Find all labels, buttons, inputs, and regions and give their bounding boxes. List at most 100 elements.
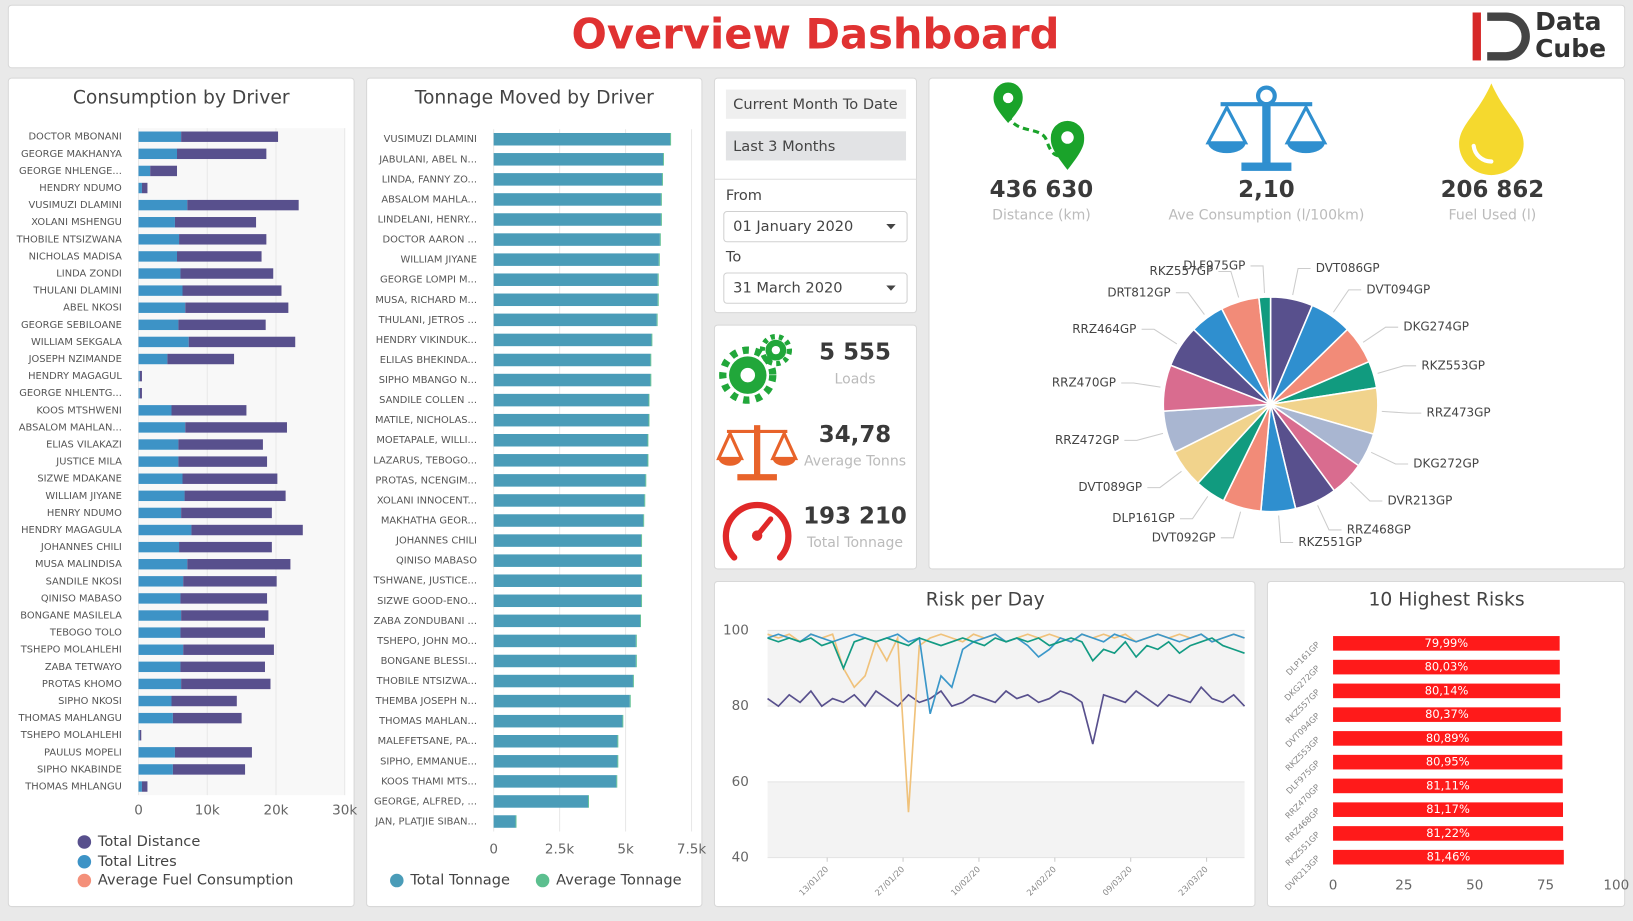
x-tick-label: 10k xyxy=(195,803,220,819)
kpi-label: Distance (km) xyxy=(992,208,1091,224)
bar xyxy=(179,234,266,244)
bar xyxy=(172,405,247,415)
slice-label: DVT092GP xyxy=(1152,530,1216,544)
category-label: ELILAS BHEKINDA... xyxy=(380,355,477,366)
category-label: SIPHO MBANGO N... xyxy=(379,375,477,386)
gear-hole xyxy=(772,346,780,354)
category-label: ZABA ZONDUBANI ... xyxy=(374,616,477,627)
bar xyxy=(180,662,265,672)
category-label: SIPHO, EMMANUE... xyxy=(380,756,477,767)
bar xyxy=(494,233,660,246)
x-tick-label: 75 xyxy=(1537,878,1554,894)
bar xyxy=(494,394,649,407)
bar xyxy=(180,268,273,278)
bar xyxy=(181,679,270,689)
bar xyxy=(494,193,661,206)
value-label: 81,46% xyxy=(1427,850,1471,864)
category-label: LINDA, FANNY ZO... xyxy=(382,174,477,185)
bar xyxy=(650,354,651,367)
bar xyxy=(494,434,648,447)
bar xyxy=(181,610,268,620)
bar xyxy=(644,494,645,507)
bar xyxy=(649,394,650,407)
value-label: 79,99% xyxy=(1425,636,1469,650)
bar xyxy=(636,635,637,648)
bar xyxy=(139,320,179,330)
bar xyxy=(662,173,663,186)
category-label: DOCTOR AARON ... xyxy=(383,235,477,246)
category-label: JOSEPH NZIMANDE xyxy=(28,354,122,365)
bar xyxy=(494,474,646,487)
legend-label: Total Litres xyxy=(97,853,177,870)
category-label: XOLANI INNOCENT... xyxy=(377,495,477,506)
value-label: 81,11% xyxy=(1426,778,1470,792)
bar xyxy=(139,166,151,176)
bar xyxy=(139,183,142,193)
bar xyxy=(185,422,287,432)
slice-label: RKZ553GP xyxy=(1421,358,1485,372)
bar xyxy=(139,713,173,723)
bar xyxy=(139,303,186,313)
bar xyxy=(641,554,642,567)
bar xyxy=(139,234,180,244)
category-label: MOETAPALE, WILLI... xyxy=(376,435,477,446)
logo-text: Data xyxy=(1535,7,1601,36)
slice-label: DVT089GP xyxy=(1078,480,1142,494)
bar xyxy=(139,576,184,586)
date-select[interactable]: 01 January 2020 xyxy=(724,212,907,242)
select-value[interactable]: 01 January 2020 xyxy=(733,218,853,235)
bar xyxy=(180,593,267,603)
preset-button[interactable]: Current Month To Date xyxy=(726,90,906,119)
value-label: 80,14% xyxy=(1425,683,1469,697)
panel-title: Tonnage Moved by Driver xyxy=(414,87,654,108)
category-label: ABSALOM MAHLA... xyxy=(381,194,477,205)
bar xyxy=(139,405,172,415)
category-label: GEORGE NHLENTG... xyxy=(19,388,122,399)
button-label[interactable]: Current Month To Date xyxy=(733,96,898,113)
category-label: LINDELANI, HENRY... xyxy=(378,215,477,226)
date-select[interactable]: 31 March 2020 xyxy=(724,273,907,303)
bar xyxy=(494,655,636,668)
category-label: WILLIAM SEKGALA xyxy=(31,337,122,348)
bar xyxy=(494,635,636,648)
category-label: ZABA TETWAYO xyxy=(45,662,122,673)
bar xyxy=(140,730,141,740)
bar xyxy=(661,213,662,226)
bar xyxy=(140,371,142,381)
category-label: THOMAS MAHLAN... xyxy=(378,716,477,727)
y-tick-label: 100 xyxy=(723,622,749,638)
bar xyxy=(658,273,659,286)
bar xyxy=(172,696,237,706)
category-label: LINDA ZONDI xyxy=(56,269,122,280)
bar xyxy=(657,314,658,327)
category-label: HENDRY MAGAGUL xyxy=(28,371,122,382)
legend-label: Total Tonnage xyxy=(409,872,510,889)
select-value[interactable]: 31 March 2020 xyxy=(733,280,842,297)
preset-button[interactable]: Last 3 Months xyxy=(726,131,906,160)
category-label: THULANI, JETROS ... xyxy=(378,315,477,326)
slice-label: RRZ464GP xyxy=(1072,322,1136,336)
x-tick-label: 0 xyxy=(134,803,143,819)
bar xyxy=(178,439,263,449)
bar xyxy=(187,200,298,210)
category-label: PROTAS KHOMO xyxy=(42,679,122,690)
legend-label: Average Tonnage xyxy=(556,872,681,889)
category-label: WILLIAM JIYANE xyxy=(401,255,477,266)
bar xyxy=(183,474,278,484)
category-label: GEORGE LOMPI M... xyxy=(380,275,477,286)
bar xyxy=(139,337,189,347)
bar xyxy=(660,233,661,246)
kpi-value: 2,10 xyxy=(1238,177,1295,203)
bar xyxy=(139,354,168,364)
value-label: 80,95% xyxy=(1426,755,1470,769)
bar xyxy=(494,715,623,728)
category-label: KOOS THAMI MTS... xyxy=(381,776,477,787)
slice-label: DVR213GP xyxy=(1388,493,1453,507)
category-label: THEMBA JOSEPH N... xyxy=(375,696,477,707)
bar xyxy=(633,675,634,688)
button-label[interactable]: Last 3 Months xyxy=(733,138,835,155)
kpi-value: 5 555 xyxy=(819,340,891,366)
bar xyxy=(494,334,652,347)
bar xyxy=(175,747,252,757)
